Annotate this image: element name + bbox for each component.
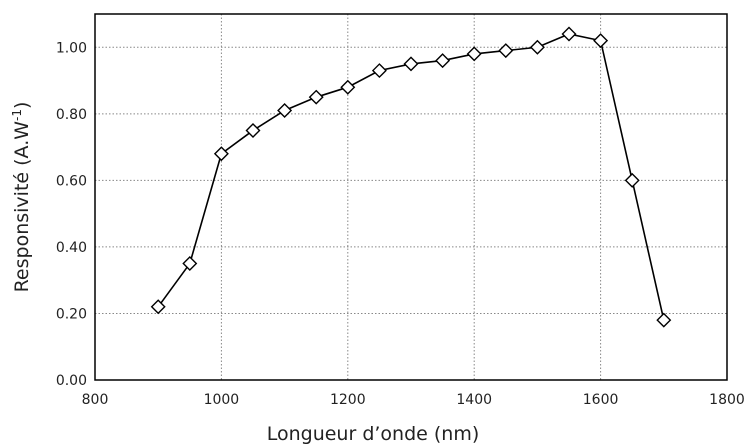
data-marker <box>466 46 482 62</box>
y-tick-label: 0.60 <box>56 173 87 189</box>
data-marker <box>403 56 419 72</box>
y-label-sup: -1 <box>10 109 24 121</box>
y-label-text: Responsivité (A.W <box>11 121 33 293</box>
x-tick-label: 1600 <box>583 392 619 408</box>
data-marker <box>340 79 356 95</box>
y-label-end: ) <box>11 102 33 109</box>
y-tick-label: 0.40 <box>56 240 87 256</box>
data-marker <box>308 89 324 105</box>
y-tick-label: 0.20 <box>56 306 87 322</box>
x-tick-label: 1400 <box>456 392 492 408</box>
x-axis-label: Longueur d’onde (nm) <box>267 423 480 445</box>
data-marker <box>498 43 514 59</box>
x-tick-label: 1200 <box>330 392 366 408</box>
data-marker <box>245 122 261 138</box>
x-tick-label: 800 <box>82 392 109 408</box>
y-axis-label: Responsivité (A.W-1) <box>10 102 33 293</box>
data-marker <box>624 172 640 188</box>
data-marker <box>213 146 229 162</box>
data-marker <box>529 39 545 55</box>
data-marker <box>561 26 577 42</box>
data-marker <box>277 103 293 118</box>
plot-frame <box>94 13 728 381</box>
data-marker <box>371 63 387 79</box>
data-marker <box>656 312 672 328</box>
data-marker <box>150 299 166 315</box>
y-tick-label: 0.00 <box>56 373 87 389</box>
y-tick-label: 1.00 <box>56 40 87 56</box>
data-line <box>157 33 665 321</box>
y-tick-label: 0.80 <box>56 107 87 123</box>
data-marker <box>182 256 198 272</box>
x-tick-label: 1000 <box>204 392 240 408</box>
data-marker <box>435 53 451 69</box>
x-tick-label: 1800 <box>709 392 745 408</box>
data-marker <box>593 33 609 49</box>
